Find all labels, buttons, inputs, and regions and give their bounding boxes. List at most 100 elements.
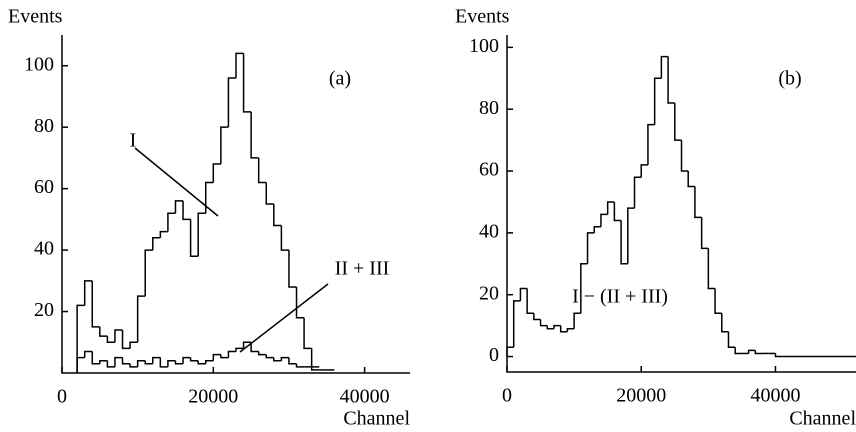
histogram-bin [197,360,206,365]
histogram-bin [280,225,289,251]
x-axis-label: Channel [343,408,410,430]
histogram-bin [159,230,168,238]
leader-line [239,283,329,353]
histogram-bin [620,220,628,265]
histogram-bin [633,176,642,209]
histogram-bin [114,356,123,367]
series-annotation: II + III [335,258,390,280]
histogram-bin [288,357,297,365]
histogram-bin [533,313,541,321]
histogram-bin [242,53,252,113]
series-annotation: I [130,130,137,152]
histogram-bin [152,356,161,364]
histogram-bin [220,126,229,165]
leader-line [134,147,219,217]
y-tick-label: 40 [479,220,499,242]
y-tick-label: 20 [479,282,499,304]
histogram-bin [76,356,85,373]
histogram-bin [627,207,635,264]
histogram-bin [106,336,115,344]
histogram-bin [114,329,123,343]
x-tick-label: 40000 [750,385,800,407]
histogram-bin [680,140,689,172]
histogram-bin [727,331,736,349]
histogram-bin [512,300,521,348]
histogram-bin [129,341,138,349]
histogram-bin [152,237,161,251]
histogram-bin [99,326,108,337]
x-tick-label: 40000 [340,386,390,408]
histogram-bin [295,363,305,368]
histogram-bin [606,201,615,215]
histogram-bin [197,212,206,257]
histogram-bin [220,354,229,359]
histogram-bin [212,353,221,361]
histogram-bin [747,349,756,354]
histogram-bin [121,357,131,365]
axes [61,35,410,374]
histogram-bin [653,77,662,125]
histogram-bin [91,280,100,328]
histogram-bin [83,280,93,306]
y-tick-label: 60 [34,176,54,198]
histogram-bin [273,357,282,362]
x-tick-label: 20000 [188,386,238,408]
histogram-bin [539,319,548,327]
histogram-bin [265,182,274,205]
histogram-bin [559,325,568,333]
histogram-bin [250,342,259,353]
histogram-bin [242,341,252,349]
histogram-bin [250,111,259,159]
histogram-bin [310,366,320,371]
histogram-bin [257,157,267,184]
histogram-bin [700,217,709,250]
panel-label: (b) [778,68,801,90]
histogram-bin [235,52,244,79]
histogram-bin [227,77,236,128]
histogram-bin [182,200,191,221]
series-annotation: I − (II + III) [572,286,668,308]
y-tick-label: 80 [479,97,499,119]
histogram-bin [167,212,176,232]
histogram-bin [721,313,729,333]
histogram-bin [694,186,702,219]
histogram-bin [159,357,168,368]
x-tick-label: 20000 [616,385,666,407]
histogram-bin [553,324,561,329]
histogram-bin [566,327,575,332]
histogram-bin [586,232,595,264]
histogram-bin [573,312,581,329]
histogram-bin [204,359,214,364]
x-tick-label: 0 [502,385,512,407]
histogram-bin [99,359,108,364]
histogram-bin [265,354,274,359]
x-tick-label: 0 [57,386,67,408]
histogram-bin [144,360,153,365]
histogram-bin [613,201,622,222]
histogram-bin [714,288,722,315]
y-tick-label: 20 [34,299,54,321]
histogram-bin [546,325,554,330]
axes [506,35,856,373]
y-axis-label: Events [8,6,63,28]
histogram-bin [106,360,115,368]
y-tick-label: 80 [34,115,54,137]
histogram-bin [647,123,655,165]
histogram-bin [174,360,184,365]
histogram-bin [754,350,763,355]
histogram-bin [212,163,221,183]
histogram-bin [204,181,214,214]
histogram-bin [667,56,675,104]
histogram-bin [235,347,244,352]
histogram-bin [660,55,669,79]
histogram-bin [136,295,146,343]
histogram-bin [144,249,153,297]
histogram-bin [593,225,601,233]
y-axis-label: Events [455,6,510,28]
histogram-bin [91,351,100,365]
histogram-bin [506,346,514,357]
histogram-bin [600,213,608,227]
histogram-bin [519,287,528,301]
histogram-bin [129,363,138,368]
histogram-bin [687,171,695,188]
